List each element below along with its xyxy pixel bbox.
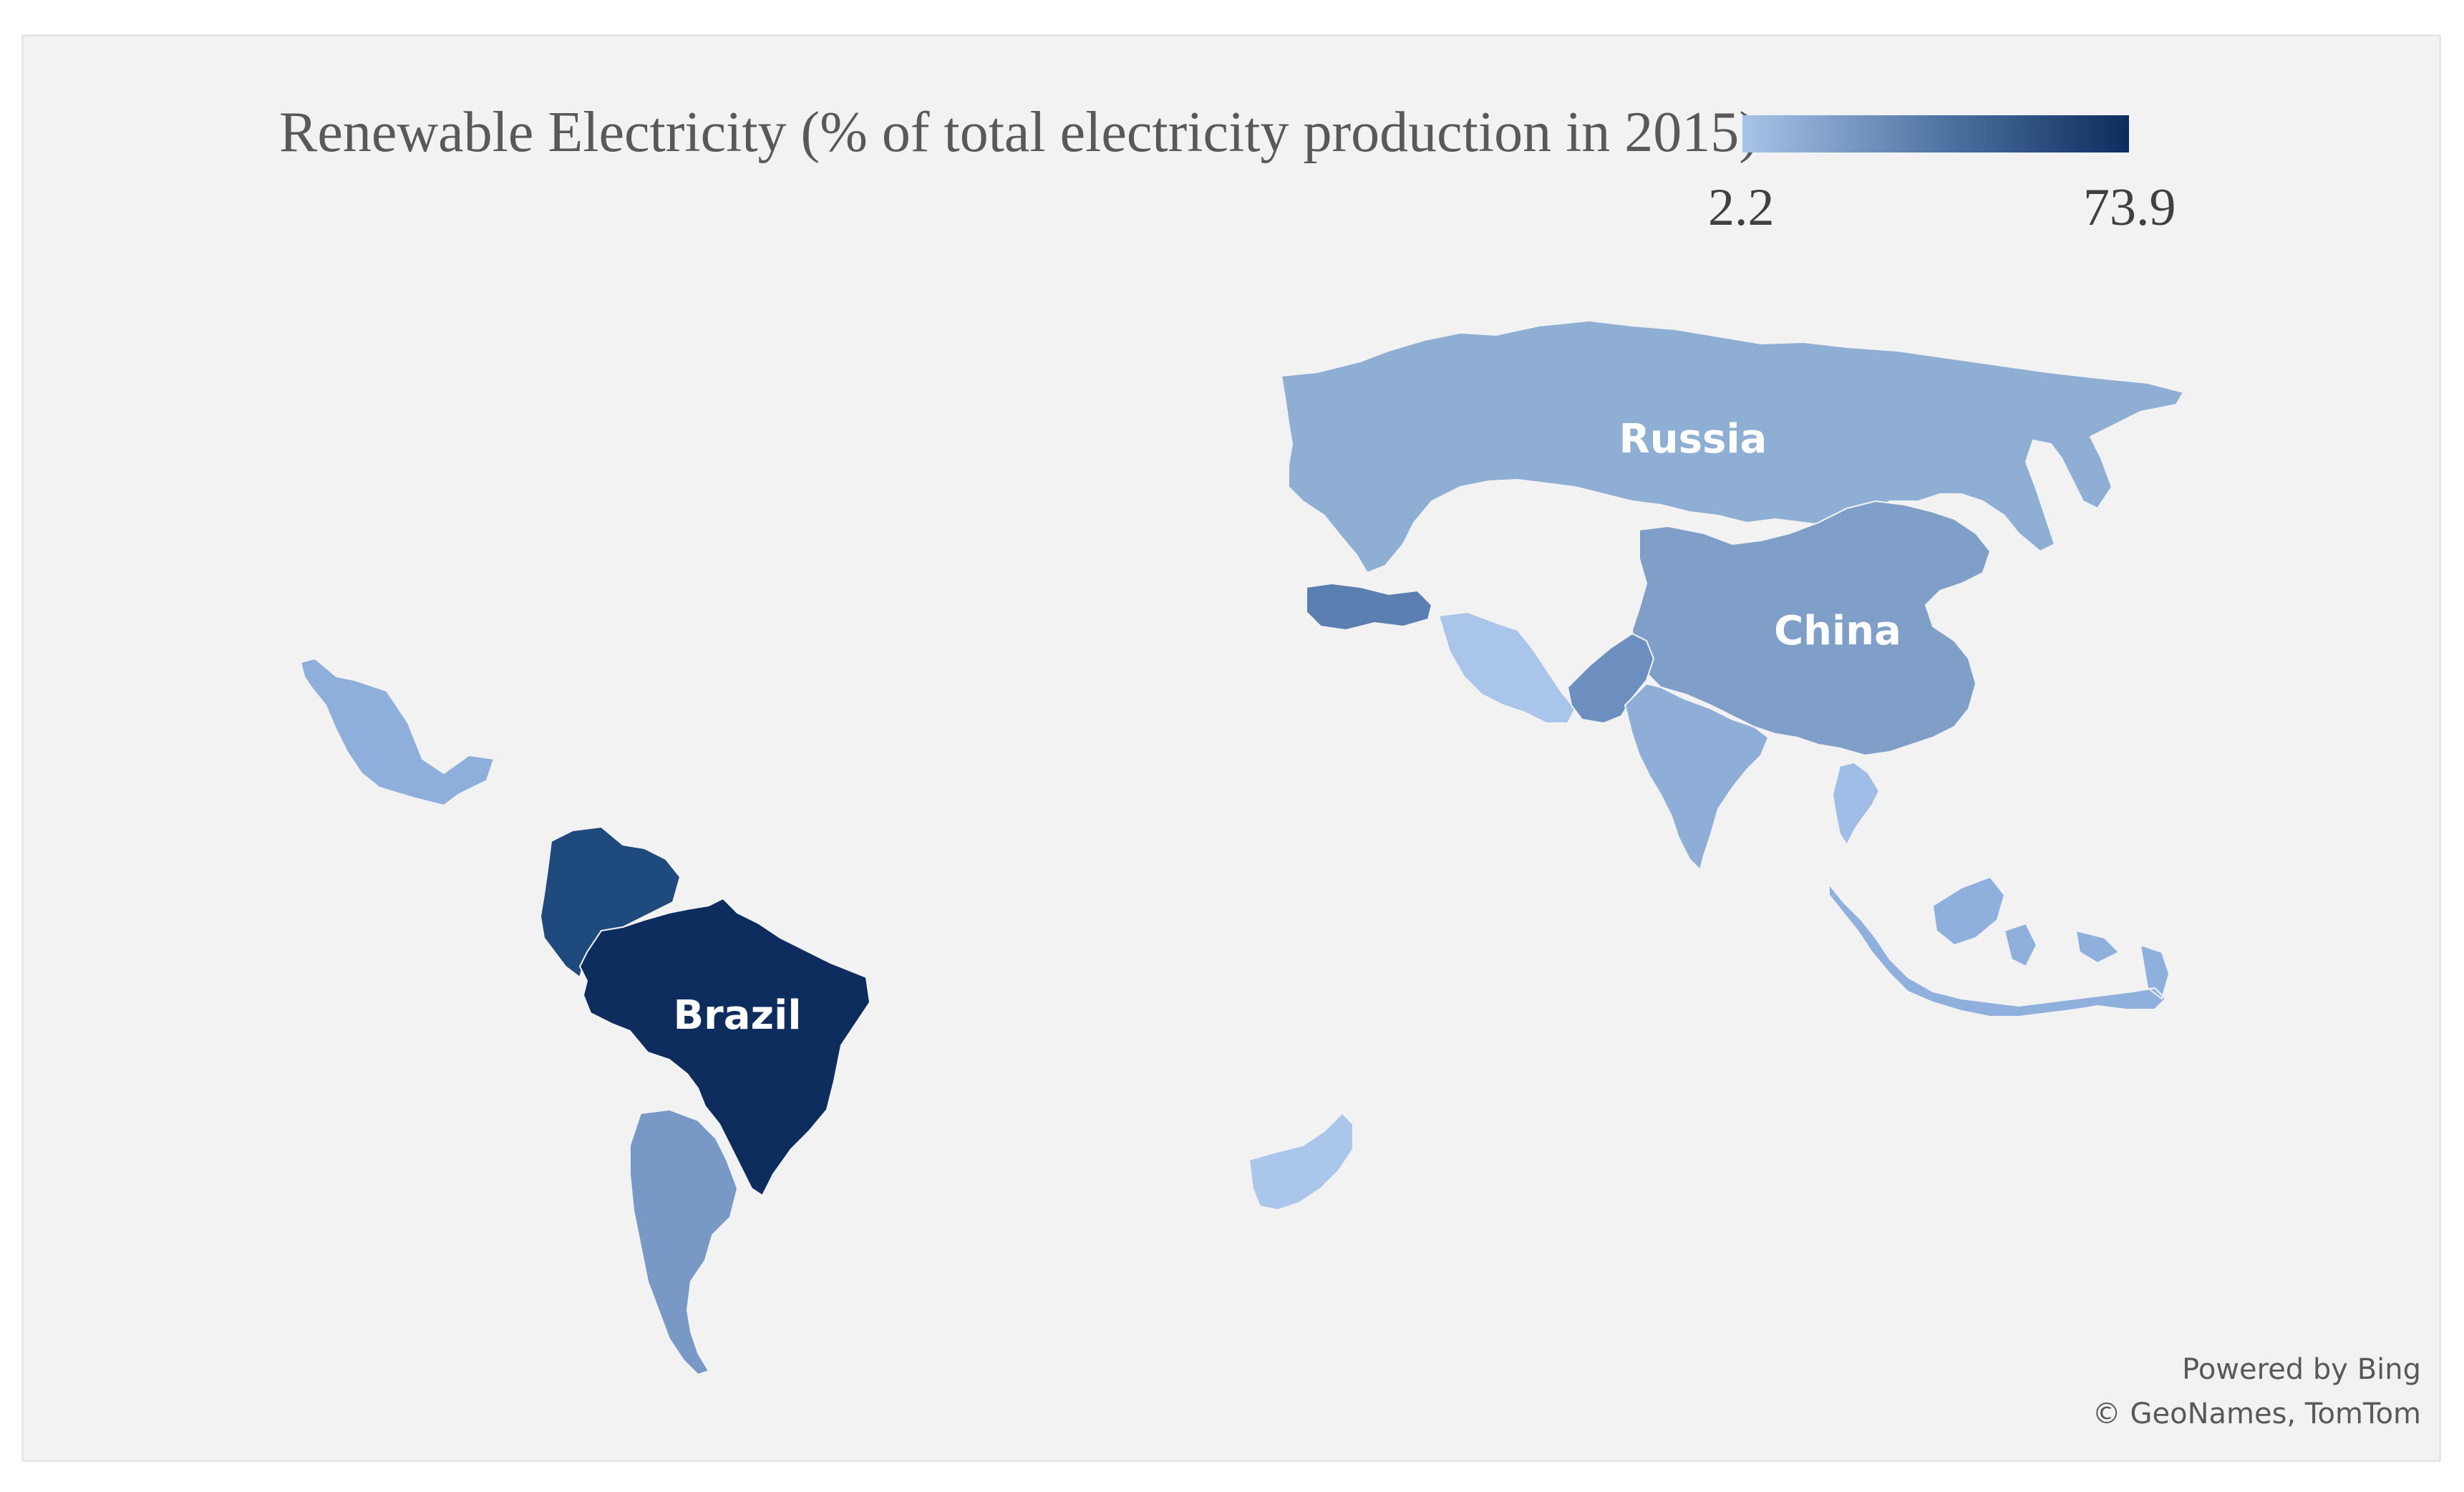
region-argentina[interactable] [629,1108,739,1376]
region-india[interactable] [1624,682,1770,871]
label-china: China [1774,608,1901,654]
region-russia[interactable] [1280,319,2185,574]
region-pakistan[interactable] [1566,632,1655,725]
region-thailand[interactable] [1831,761,1881,846]
region-mexico[interactable] [299,657,495,807]
label-russia: Russia [1619,416,1767,462]
region-south-africa[interactable] [1248,1112,1354,1211]
attribution-copyright: © GeoNames, TomTom [2092,1397,2421,1430]
region-iran[interactable] [1437,611,1576,724]
label-brazil: Brazil [673,992,801,1039]
attribution-powered-by: Powered by Bing [2182,1353,2421,1386]
legend-max-label: 73.9 [2083,178,2176,237]
region-china[interactable] [1631,500,1992,757]
map-frame [21,34,2441,1462]
map-title: Renewable Electricity (% of total electr… [279,101,1758,164]
legend-min-label: 2.2 [1708,178,1775,237]
region-turkey[interactable] [1306,582,1433,631]
color-scale-bar [1742,115,2129,152]
region-southeast-asia[interactable] [1828,876,2170,1017]
region-brazil[interactable] [578,897,871,1197]
